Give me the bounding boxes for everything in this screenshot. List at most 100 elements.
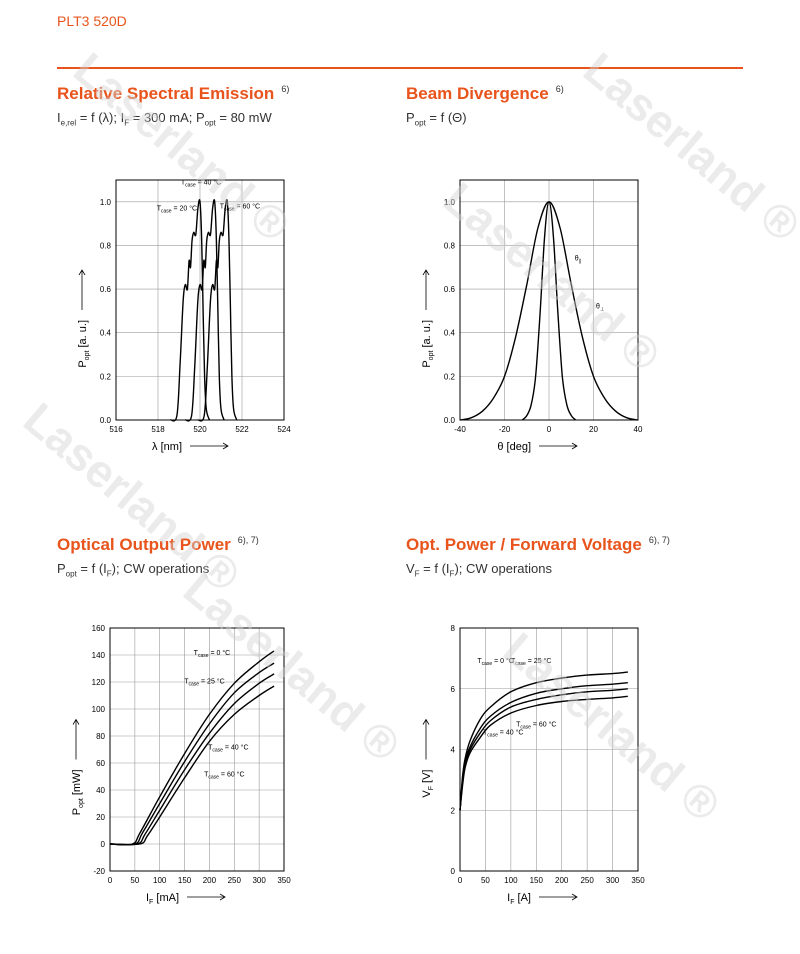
- header-divider: [57, 67, 743, 69]
- optical-output-power-chart: 0 50 100 150 200 250 300 350-200204060801001201…: [71, 624, 291, 906]
- series-annotation: θ∥: [575, 256, 581, 265]
- panel-subtitle: Ie,rel = f (λ); IF = 300 mA; Popt = 80 m…: [57, 110, 272, 128]
- series-line: [109, 650, 275, 846]
- y-tick-label: 100: [92, 705, 106, 714]
- x-tick-label: 0: [458, 876, 463, 885]
- x-tick-label: 50: [481, 876, 490, 885]
- y-tick-label: 0.4: [100, 329, 112, 338]
- x-axis-label: IF [mA]: [146, 892, 179, 906]
- panel-title-text: Relative Spectral Emission: [57, 84, 275, 103]
- x-tick-label: 150: [530, 876, 544, 885]
- x-tick-label: 0: [108, 876, 113, 885]
- y-tick-label: 140: [92, 651, 106, 660]
- y-tick-label: 0.2: [444, 372, 456, 381]
- panel-title-text: Optical Output Power: [57, 535, 231, 554]
- y-tick-label: 0.0: [100, 416, 112, 425]
- y-tick-label: 2: [451, 806, 456, 815]
- y-tick-label: 0.8: [444, 241, 456, 250]
- y-tick-label: 80: [96, 732, 105, 741]
- x-tick-label: 250: [580, 876, 594, 885]
- y-tick-label: 0: [101, 840, 106, 849]
- panel-title: Beam Divergence 6): [406, 84, 564, 104]
- series-line: [459, 201, 639, 421]
- y-tick-label: 0.0: [444, 416, 456, 425]
- y-tick-label: 0.8: [100, 241, 112, 250]
- x-axis-label: λ [nm]: [152, 441, 182, 453]
- y-tick-label: 20: [96, 813, 105, 822]
- panel-title: Relative Spectral Emission 6): [57, 84, 289, 104]
- x-tick-label: 150: [178, 876, 192, 885]
- x-tick-label: 520: [193, 425, 207, 434]
- series-annotation: θ⊥: [596, 304, 604, 313]
- y-tick-label: 0.6: [444, 285, 456, 294]
- y-tick-label: 0.6: [100, 285, 112, 294]
- x-tick-label: 300: [606, 876, 620, 885]
- y-axis-label: Popt [a. u.]: [77, 320, 91, 368]
- series-annotation: Tcase = 25 °C: [511, 657, 551, 667]
- x-tick-label: 250: [228, 876, 242, 885]
- x-tick-label: 522: [235, 425, 249, 434]
- y-tick-label: 8: [451, 624, 456, 633]
- series-line: [170, 199, 211, 422]
- panel-subtitle: VF = f (IF); CW operations: [406, 561, 552, 579]
- series-line: [197, 199, 238, 422]
- y-tick-label: 6: [451, 685, 456, 694]
- x-tick-label: 200: [555, 876, 569, 885]
- x-tick-label: 516: [109, 425, 123, 434]
- panel-title: Opt. Power / Forward Voltage 6), 7): [406, 535, 670, 555]
- footnote-ref: 6): [555, 84, 564, 94]
- panel-subtitle: Popt = f (Θ): [406, 110, 467, 128]
- series-annotation: Tcase = 25 °C: [184, 677, 224, 687]
- footnote-ref: 6): [281, 84, 290, 94]
- x-tick-label: -20: [499, 425, 511, 434]
- panel-title-text: Beam Divergence: [406, 84, 549, 103]
- y-tick-label: 1.0: [100, 198, 112, 207]
- series-annotation: Tcase = 0 °C: [477, 657, 514, 667]
- panel-title-text: Opt. Power / Forward Voltage: [406, 535, 642, 554]
- y-axis-arrow: [422, 269, 430, 310]
- x-axis-arrow: [187, 893, 226, 901]
- x-tick-label: 524: [277, 425, 291, 434]
- y-tick-label: -20: [93, 867, 105, 876]
- x-tick-label: 350: [277, 876, 291, 885]
- y-tick-label: 0.4: [444, 329, 456, 338]
- product-name: PLT3 520D: [57, 13, 127, 29]
- y-axis-arrow: [422, 718, 430, 760]
- series-annotation: Tcase = 40 °C: [483, 728, 523, 738]
- spectral-emission-chart: 516 518 520 522 524 0.0 0.2 0.4 0.6 0.8 1.0 λ [nm] P…: [77, 178, 291, 453]
- y-axis-arrow: [78, 269, 86, 310]
- x-tick-label: 300: [252, 876, 266, 885]
- x-axis-label: θ [deg]: [497, 441, 531, 453]
- y-axis-label: VF [V]: [421, 770, 435, 798]
- x-tick-label: 50: [130, 876, 139, 885]
- x-tick-label: 100: [153, 876, 167, 885]
- x-axis-label: IF [A]: [507, 892, 531, 906]
- y-tick-label: 0: [451, 867, 456, 876]
- y-axis-label: Popt [a. u.]: [421, 320, 435, 368]
- x-tick-label: 40: [634, 425, 643, 434]
- footnote-ref: 6), 7): [237, 535, 259, 545]
- series-annotation: Tcase = 0 °C: [194, 649, 231, 659]
- x-axis-arrow: [539, 893, 578, 901]
- series-line: [109, 673, 275, 846]
- y-tick-label: 160: [92, 624, 106, 633]
- plot-frame: [109, 627, 285, 872]
- x-tick-label: 350: [631, 876, 645, 885]
- panel-subtitle: Popt = f (IF); CW operations: [57, 561, 210, 579]
- x-tick-label: 0: [547, 425, 552, 434]
- footnote-ref: 6), 7): [648, 535, 670, 545]
- series-line: [109, 662, 275, 846]
- x-tick-label: 20: [589, 425, 598, 434]
- x-tick-label: -40: [454, 425, 466, 434]
- beam-divergence-chart: -40 -20 0 20 40 0.0 0.2 0.4 0.6 0.8 1.0 θ [deg] Popt…: [421, 179, 643, 453]
- y-tick-label: 60: [96, 759, 105, 768]
- y-tick-label: 120: [92, 678, 106, 687]
- series-annotation: Tcase = 40 °C: [181, 178, 221, 188]
- y-axis-arrow: [72, 718, 80, 760]
- series-annotation: Tcase = 20 °C: [157, 205, 197, 215]
- x-tick-label: 518: [151, 425, 165, 434]
- series-line: [459, 695, 628, 811]
- forward-voltage-chart: 0 50 100 150 200 250 300 350 0 2 4 6 8 IF [A] VF [V] Tc…: [421, 624, 645, 906]
- y-tick-label: 0.2: [100, 372, 112, 381]
- x-tick-label: 200: [203, 876, 217, 885]
